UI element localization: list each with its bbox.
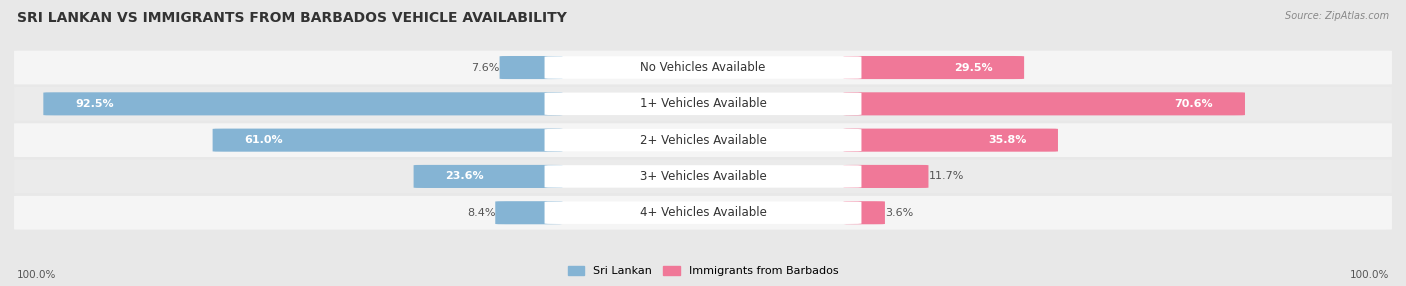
Text: 35.8%: 35.8% xyxy=(988,135,1026,145)
Text: 29.5%: 29.5% xyxy=(953,63,993,73)
FancyBboxPatch shape xyxy=(14,51,1392,84)
Text: 11.7%: 11.7% xyxy=(928,171,965,181)
FancyBboxPatch shape xyxy=(544,56,862,79)
Text: No Vehicles Available: No Vehicles Available xyxy=(640,61,766,74)
FancyBboxPatch shape xyxy=(495,201,562,224)
FancyBboxPatch shape xyxy=(212,129,562,152)
FancyBboxPatch shape xyxy=(14,123,1392,157)
Text: 23.6%: 23.6% xyxy=(446,171,484,181)
Text: 7.6%: 7.6% xyxy=(471,63,499,73)
Text: 2+ Vehicles Available: 2+ Vehicles Available xyxy=(640,134,766,147)
Text: SRI LANKAN VS IMMIGRANTS FROM BARBADOS VEHICLE AVAILABILITY: SRI LANKAN VS IMMIGRANTS FROM BARBADOS V… xyxy=(17,11,567,25)
Text: 92.5%: 92.5% xyxy=(75,99,114,109)
FancyBboxPatch shape xyxy=(14,160,1392,193)
FancyBboxPatch shape xyxy=(14,196,1392,230)
Text: 8.4%: 8.4% xyxy=(467,208,495,218)
Legend: Sri Lankan, Immigrants from Barbados: Sri Lankan, Immigrants from Barbados xyxy=(564,261,842,281)
FancyBboxPatch shape xyxy=(844,165,928,188)
FancyBboxPatch shape xyxy=(413,165,562,188)
FancyBboxPatch shape xyxy=(544,165,862,188)
FancyBboxPatch shape xyxy=(844,92,1244,115)
FancyBboxPatch shape xyxy=(499,56,562,79)
Text: 61.0%: 61.0% xyxy=(245,135,283,145)
Text: 3.6%: 3.6% xyxy=(884,208,912,218)
Text: 3+ Vehicles Available: 3+ Vehicles Available xyxy=(640,170,766,183)
FancyBboxPatch shape xyxy=(544,129,862,151)
Text: 1+ Vehicles Available: 1+ Vehicles Available xyxy=(640,97,766,110)
FancyBboxPatch shape xyxy=(844,56,1024,79)
FancyBboxPatch shape xyxy=(544,201,862,224)
Text: 100.0%: 100.0% xyxy=(1350,270,1389,280)
Text: Source: ZipAtlas.com: Source: ZipAtlas.com xyxy=(1285,11,1389,21)
FancyBboxPatch shape xyxy=(14,87,1392,121)
FancyBboxPatch shape xyxy=(544,93,862,115)
Text: 100.0%: 100.0% xyxy=(17,270,56,280)
FancyBboxPatch shape xyxy=(44,92,562,115)
Text: 4+ Vehicles Available: 4+ Vehicles Available xyxy=(640,206,766,219)
Text: 70.6%: 70.6% xyxy=(1174,99,1213,109)
FancyBboxPatch shape xyxy=(844,129,1057,152)
FancyBboxPatch shape xyxy=(844,201,884,224)
